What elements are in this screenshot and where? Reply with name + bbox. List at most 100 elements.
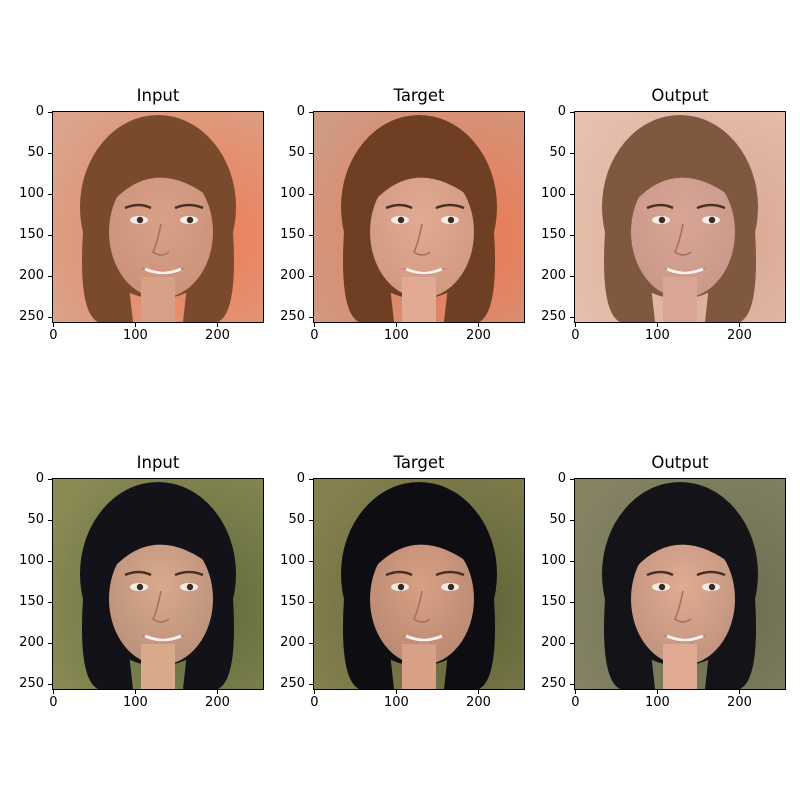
y-tick-mark: [309, 153, 313, 155]
x-tick-mark: [396, 323, 398, 327]
y-tick-label: 200: [280, 635, 305, 651]
x-tick-mark: [135, 690, 137, 694]
y-tick-label: 100: [280, 553, 305, 569]
x-tick-mark: [396, 690, 398, 694]
x-tick-mark: [314, 690, 316, 694]
y-tick-label: 0: [557, 471, 566, 487]
face-teeth: [666, 634, 704, 642]
y-tick-label: 0: [296, 104, 305, 120]
y-tick-label: 150: [280, 594, 305, 610]
y-tick-mark: [309, 520, 313, 522]
y-tick-label: 0: [35, 104, 44, 120]
face-nose: [673, 590, 692, 623]
image-axes-input-photo: [52, 111, 264, 323]
y-tick-mark: [48, 479, 52, 481]
y-tick-mark: [309, 276, 313, 278]
y-tick-mark: [309, 317, 313, 319]
panel-title-target-photo: Target: [393, 86, 445, 105]
x-tick-label: 0: [49, 695, 58, 710]
y-tick-label: 250: [19, 676, 44, 692]
x-tick-mark: [739, 690, 741, 694]
y-tick-label: 150: [280, 227, 305, 243]
face-face: [109, 166, 213, 298]
x-tick-mark: [739, 323, 741, 327]
y-tick-mark: [570, 153, 574, 155]
face-image-graphic: [53, 112, 263, 322]
face-image-graphic: [53, 479, 263, 689]
face-face: [631, 533, 735, 665]
panel-title-target-photo: Target: [393, 453, 445, 472]
face-brow-right: [696, 570, 726, 577]
face-brow-left: [646, 570, 674, 577]
y-tick-mark: [570, 561, 574, 563]
face-fringe: [369, 157, 474, 207]
y-tick-label: 250: [280, 676, 305, 692]
face-teeth: [405, 267, 443, 275]
y-tick-label: 50: [549, 512, 566, 528]
y-tick-label: 250: [19, 309, 44, 325]
x-tick-mark: [478, 323, 480, 327]
y-tick-mark: [570, 112, 574, 114]
y-tick-mark: [309, 479, 313, 481]
y-tick-label: 150: [541, 594, 566, 610]
y-tick-mark: [48, 276, 52, 278]
y-tick-label: 200: [541, 268, 566, 284]
face-pupil-right: [708, 216, 716, 224]
y-tick-label: 50: [27, 145, 44, 161]
y-tick-label: 250: [280, 309, 305, 325]
x-tick-label: 100: [645, 328, 670, 343]
image-axes-target-photo: [313, 111, 525, 323]
y-tick-mark: [309, 684, 313, 686]
face-teeth: [405, 634, 443, 642]
y-tick-label: 50: [288, 145, 305, 161]
y-tick-mark: [570, 194, 574, 196]
y-tick-mark: [570, 235, 574, 237]
x-tick-label: 0: [310, 695, 319, 710]
face-pupil-left: [136, 583, 144, 591]
x-tick-mark: [575, 323, 577, 327]
panel-title-output-photo: Output: [651, 86, 709, 105]
face-brow-right: [174, 203, 204, 210]
x-tick-label: 100: [384, 328, 409, 343]
image-axes-input-photo: [52, 478, 264, 690]
x-tick-mark: [478, 690, 480, 694]
face-brow-right: [435, 203, 465, 210]
y-tick-label: 50: [549, 145, 566, 161]
y-tick-mark: [48, 643, 52, 645]
y-tick-label: 200: [280, 268, 305, 284]
y-tick-mark: [570, 643, 574, 645]
x-tick-mark: [217, 323, 219, 327]
face-nose: [412, 590, 431, 623]
face-fringe: [369, 524, 474, 574]
y-tick-mark: [48, 194, 52, 196]
x-tick-label: 200: [466, 328, 491, 343]
x-tick-label: 200: [205, 695, 230, 710]
y-tick-label: 150: [541, 227, 566, 243]
y-tick-mark: [570, 479, 574, 481]
face-brow-left: [124, 203, 152, 210]
face-pupil-left: [658, 216, 666, 224]
y-tick-label: 0: [296, 471, 305, 487]
x-tick-mark: [657, 690, 659, 694]
y-tick-label: 250: [541, 309, 566, 325]
y-tick-label: 0: [35, 471, 44, 487]
x-tick-label: 100: [645, 695, 670, 710]
x-tick-mark: [575, 690, 577, 694]
face-face: [370, 533, 474, 665]
face-nose: [673, 223, 692, 256]
y-tick-mark: [48, 602, 52, 604]
image-axes-output-photo: [574, 478, 786, 690]
x-tick-mark: [53, 690, 55, 694]
face-pupil-left: [658, 583, 666, 591]
panel-title-input-photo: Input: [136, 86, 180, 105]
face-teeth: [666, 267, 704, 275]
y-tick-label: 50: [27, 512, 44, 528]
face-brow-right: [435, 570, 465, 577]
y-tick-label: 150: [19, 594, 44, 610]
face-nose: [151, 590, 170, 623]
face-face: [370, 166, 474, 298]
face-face: [631, 166, 735, 298]
face-teeth: [144, 634, 182, 642]
x-tick-label: 200: [727, 328, 752, 343]
